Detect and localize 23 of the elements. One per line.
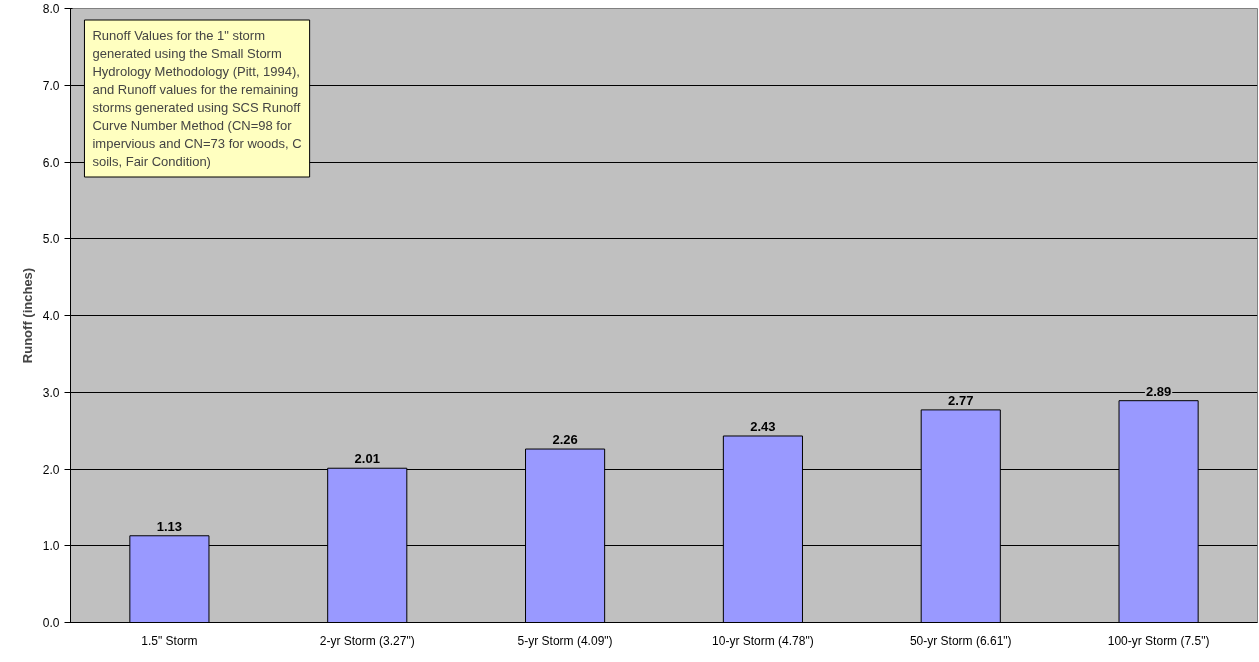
x-tick-label: 10-yr Storm (4.78") <box>712 633 814 648</box>
data-label: 2.01 <box>354 451 380 467</box>
x-tick-label: 50-yr Storm (6.61") <box>909 633 1012 648</box>
y-tick-label: 0.0 <box>42 616 60 630</box>
data-label: 2.89 <box>1145 383 1172 399</box>
y-tick-label: 7.0 <box>42 78 60 93</box>
x-tick-label: 2-yr Storm (3.27") <box>319 633 415 648</box>
y-axis-title: Runoff (inches) <box>19 267 35 364</box>
x-tick-label: 100-yr Storm (7.5") <box>1107 633 1210 648</box>
y-tick-label: 3.0 <box>42 385 60 400</box>
y-tick-label: 5.0 <box>42 232 60 247</box>
y-tick-label: 4.0 <box>42 309 60 323</box>
data-label: 2.77 <box>948 392 974 408</box>
x-tick-label: 1.5" Storm <box>141 633 198 648</box>
x-tick-label: 5-yr Storm (4.09") <box>517 633 613 648</box>
y-tick-label: 1.0 <box>42 539 60 554</box>
data-label: 1.13 <box>156 518 183 534</box>
y-tick-label: 2.0 <box>42 462 60 477</box>
data-label: 2.26 <box>552 432 578 448</box>
y-tick-label: 8.0 <box>42 2 60 16</box>
annotation: Runoff Values for the 1" storm generated using the Small Storm Hydrology Methodology (Pitt, 1994), and Runoff values for the remaining storms generated using SCS Runoff Curve Number Method (CN=98 for impervious and CN=73 for woods, C soils, Fair Condition) <box>92 28 302 170</box>
y-tick-label: 6.0 <box>42 155 60 170</box>
data-label: 2.43 <box>750 419 776 434</box>
